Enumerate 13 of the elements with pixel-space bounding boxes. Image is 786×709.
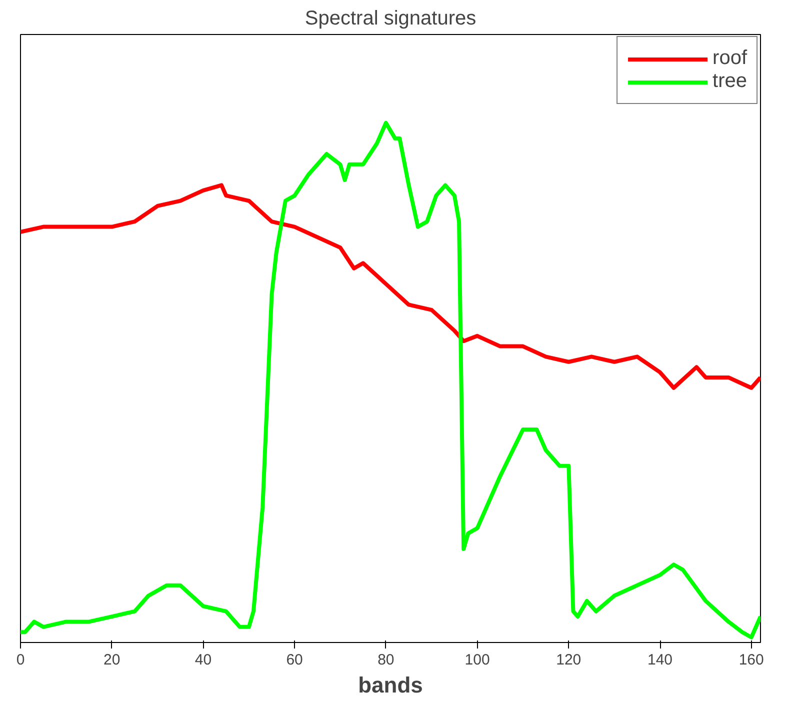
legend-label: tree xyxy=(712,70,747,93)
x-tick-label: 0 xyxy=(16,652,25,668)
x-tick-label: 100 xyxy=(464,652,490,668)
x-tick-label: 80 xyxy=(378,652,394,668)
x-tick-label: 60 xyxy=(286,652,303,668)
chart-title: Spectral signatures xyxy=(304,8,476,30)
legend-label: roof xyxy=(712,47,747,70)
x-tick-label: 40 xyxy=(194,652,212,668)
x-axis-title: bands xyxy=(358,672,423,698)
x-tick-label: 120 xyxy=(556,652,582,668)
x-tick-label: 140 xyxy=(647,652,673,668)
x-tick-label: 20 xyxy=(104,652,120,668)
x-tick-label: 160 xyxy=(738,652,764,668)
